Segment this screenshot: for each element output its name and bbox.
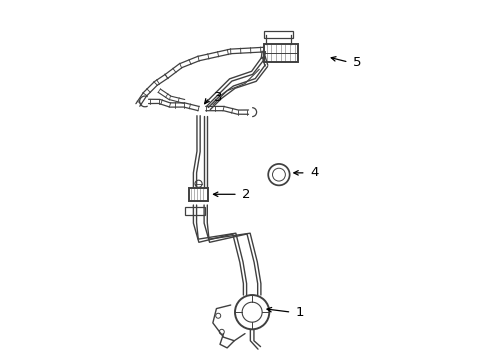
Text: 1: 1 <box>296 306 304 319</box>
Bar <box>185 207 205 215</box>
Text: 4: 4 <box>310 166 318 179</box>
Bar <box>264 44 298 62</box>
Text: 3: 3 <box>214 91 222 104</box>
Bar <box>189 188 208 201</box>
Bar <box>265 31 293 38</box>
Text: 5: 5 <box>353 55 362 69</box>
Text: 2: 2 <box>242 188 251 201</box>
